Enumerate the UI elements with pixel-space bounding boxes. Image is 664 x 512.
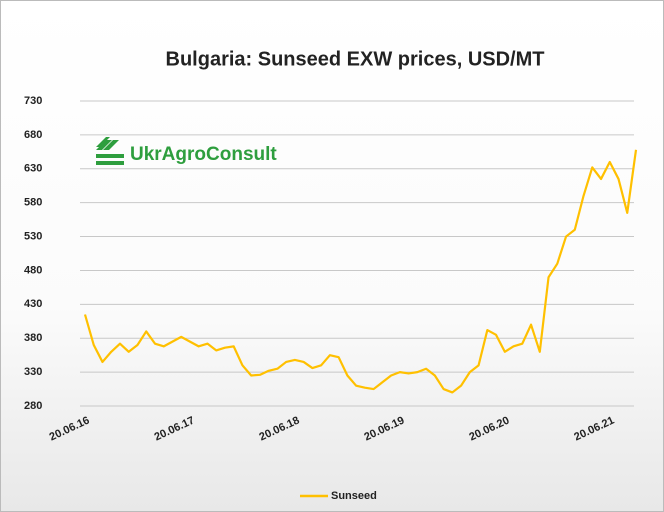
y-tick-label: 280 <box>24 400 42 412</box>
y-tick-label: 630 <box>24 163 42 175</box>
y-tick-label: 680 <box>24 129 42 141</box>
y-tick-label: 330 <box>24 366 42 378</box>
y-tick-label: 730 <box>24 95 42 107</box>
y-tick-label: 480 <box>24 264 42 276</box>
logo-text: UkrAgroConsult <box>130 144 277 165</box>
chart-title: Bulgaria: Sunseed EXW prices, USD/MT <box>166 48 545 70</box>
y-tick-label: 530 <box>24 230 42 242</box>
y-tick-label: 380 <box>24 332 42 344</box>
y-tick-label: 580 <box>24 197 42 209</box>
logo-icon <box>96 137 124 165</box>
series-line <box>83 149 638 394</box>
y-tick-label: 430 <box>24 298 42 310</box>
legend-label: Sunseed <box>331 490 377 502</box>
